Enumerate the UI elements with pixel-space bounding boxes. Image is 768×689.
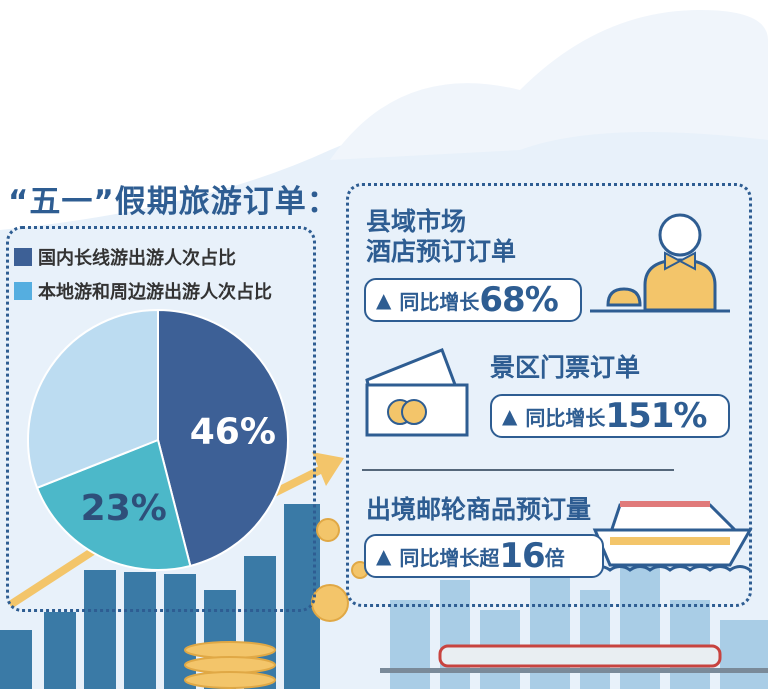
legend-label: 本地游和周边游出游人次占比 — [38, 282, 272, 303]
growth-label: 同比增长 — [525, 405, 606, 430]
train — [438, 644, 722, 668]
divider — [362, 469, 674, 471]
growth-suffix: 倍 — [544, 545, 565, 570]
ticket-icon — [365, 348, 469, 437]
pie-slice-2 — [27, 308, 159, 490]
pie-data-label: 23% — [81, 488, 167, 529]
growth-value: 16 — [499, 536, 545, 576]
hotel-growth-pill: ▲ 同比增长 68% — [364, 278, 582, 322]
coins — [184, 518, 369, 689]
up-arrow-icon: ▲ — [376, 544, 392, 568]
growth-label: 同比增长超 — [399, 545, 500, 570]
legend-item-local: 本地游和周边游出游人次占比 — [14, 278, 272, 304]
hotel-heading-1: 县域市场 — [366, 207, 467, 236]
up-arrow-icon: ▲ — [502, 404, 518, 428]
ticket-growth-pill: ▲ 同比增长 151% — [490, 394, 730, 438]
growth-label: 同比增长 — [399, 289, 480, 314]
up-arrow-icon: ▲ — [376, 288, 392, 312]
pie-slice-0 — [157, 308, 289, 568]
ticket-heading: 景区门票订单 — [490, 353, 641, 382]
hotel-receptionist-icon — [590, 213, 730, 313]
cruise-growth-pill: ▲ 同比增长超 16 倍 — [364, 534, 604, 578]
cruise-ship-icon — [590, 501, 753, 572]
cruise-heading: 出境邮轮商品预订量 — [366, 495, 592, 524]
growth-value: 68% — [479, 280, 558, 320]
legend-item-long-distance: 国内长线游出游人次占比 — [14, 244, 236, 270]
stats-panel — [346, 183, 752, 607]
growth-value: 151% — [605, 396, 707, 436]
legend-label: 国内长线游出游人次占比 — [38, 248, 236, 269]
legend-swatch — [14, 282, 32, 300]
pie-slice-1 — [35, 438, 192, 571]
pie-chart-panel — [6, 226, 316, 612]
legend-swatch — [14, 248, 32, 266]
pie-data-label: 46% — [190, 412, 276, 453]
page-title: “五一”假期旅游订单： — [8, 184, 339, 220]
hotel-heading-2: 酒店预订订单 — [366, 237, 517, 266]
